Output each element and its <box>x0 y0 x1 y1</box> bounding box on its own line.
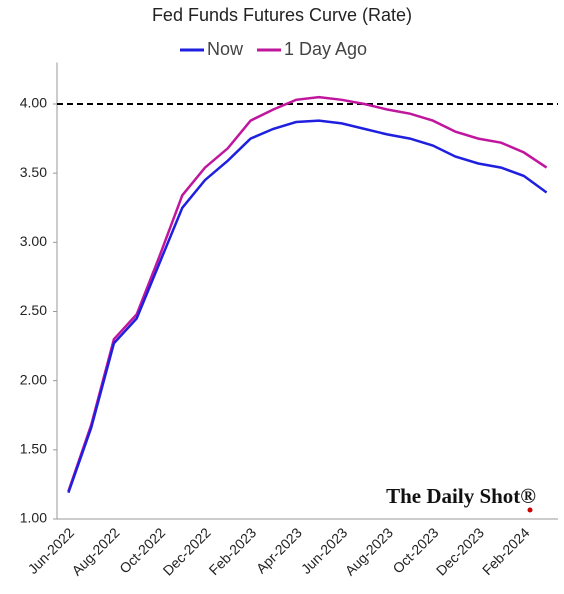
legend-label: Now <box>207 39 244 59</box>
x-tick-label: Dec-2023 <box>433 524 487 578</box>
x-tick-label: Aug-2023 <box>342 524 396 578</box>
y-tick-label: 1.50 <box>20 441 47 457</box>
x-tick-label: Apr-2023 <box>253 524 305 576</box>
series-line <box>67 95 548 492</box>
y-tick-label: 2.00 <box>20 371 47 387</box>
y-tick-label: 1.00 <box>20 510 47 526</box>
watermark: The Daily Shot® <box>386 484 536 508</box>
y-tick-label: 4.00 <box>20 95 47 111</box>
x-tick-label: Aug-2022 <box>68 524 122 578</box>
y-tick-label: 3.00 <box>20 233 47 249</box>
x-tick-label: Feb-2023 <box>206 524 260 578</box>
y-tick-label: 3.50 <box>20 164 47 180</box>
x-tick-label: Dec-2022 <box>160 524 214 578</box>
chart-title: Fed Funds Futures Curve (Rate) <box>152 5 412 25</box>
watermark-dot <box>527 507 533 513</box>
legend-label: 1 Day Ago <box>284 39 367 59</box>
x-tick-label: Feb-2024 <box>479 524 533 578</box>
series-line <box>67 119 548 494</box>
y-tick-label: 2.50 <box>20 302 47 318</box>
